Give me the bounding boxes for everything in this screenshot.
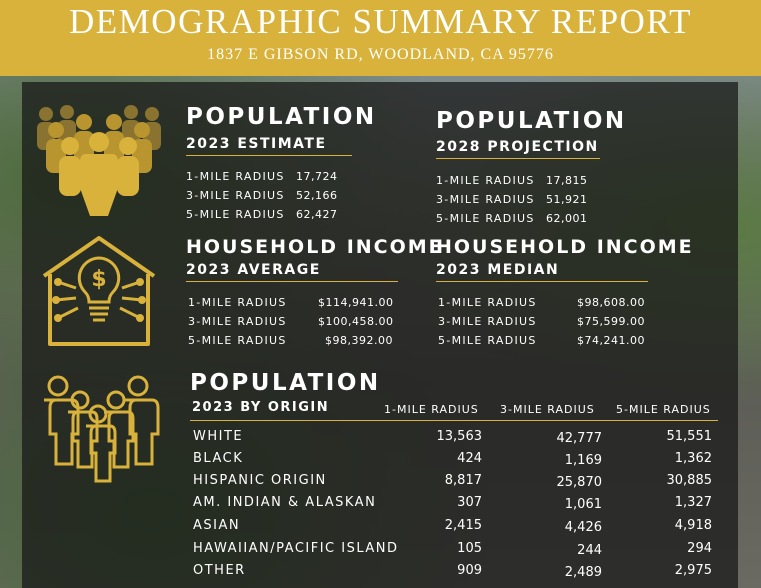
hh-med-title: HOUSEHOLD INCOME [436,236,694,258]
property-address: 1837 E GIBSON RD, WOODLAND, CA 95776 [207,46,554,63]
origin-row-label: HAWAIIAN/PACIFIC ISLAND [193,541,399,556]
family-group-icon [44,375,160,483]
origin-cell: 424 [457,451,482,466]
origin-cell: 244 [577,543,602,558]
hh-med-row-value: $75,599.00 [577,315,645,328]
origin-cell: 294 [687,541,712,556]
header-banner: DEMOGRAPHIC SUMMARY REPORT 1837 E GIBSON… [0,0,761,76]
divider [436,281,648,282]
origin-cell: 30,885 [666,473,713,488]
divider [190,420,718,421]
hh-avg-title: HOUSEHOLD INCOME [186,236,444,258]
pop2023-row-value: 52,166 [296,189,338,202]
origin-cell: 51,551 [666,429,713,444]
origin-cell: 4,426 [564,520,602,535]
origin-cell: 4,918 [674,518,712,533]
hh-avg-row-value: $100,458.00 [318,315,394,328]
pop2028-row-label: 3-MILE RADIUS [436,193,535,206]
people-crowd-icon [37,105,161,216]
origin-cell: 909 [457,563,482,578]
divider [186,155,352,156]
pop2028-row-value: 62,001 [546,212,588,225]
svg-text:$: $ [91,267,106,292]
pop2028-subtitle: 2028 PROJECTION [436,139,599,155]
origin-cell: 1,327 [674,495,712,510]
hh-avg-row-value: $98,392.00 [325,334,393,347]
house-lightbulb-dollar-icon: $ [42,236,156,346]
origin-cell: 25,870 [556,475,603,490]
origin-cell: 13,563 [436,429,483,444]
origin-subtitle: 2023 BY ORIGIN [192,400,330,415]
hh-avg-row-value: $114,941.00 [318,296,394,309]
pop2028-title: POPULATION [436,108,627,134]
origin-row-label: ASIAN [193,518,241,533]
pop2023-row-label: 3-MILE RADIUS [186,189,285,202]
column-header: 3-MILE RADIUS [500,403,595,416]
hh-med-subtitle: 2023 MEDIAN [436,262,560,278]
origin-row-label: BLACK [193,451,244,466]
origin-row-label: OTHER [193,563,246,578]
hh-avg-row-label: 1-MILE RADIUS [188,296,287,309]
hh-med-row-label: 3-MILE RADIUS [438,315,537,328]
pop2023-title: POPULATION [186,104,377,130]
pop2023-row-label: 1-MILE RADIUS [186,170,285,183]
hh-avg-row-label: 5-MILE RADIUS [188,334,287,347]
pop2023-row-label: 5-MILE RADIUS [186,208,285,221]
report-title: DEMOGRAPHIC SUMMARY REPORT [69,2,692,41]
origin-cell: 1,061 [564,497,602,512]
divider [186,281,398,282]
column-header: 5-MILE RADIUS [616,403,711,416]
origin-cell: 2,415 [444,518,482,533]
origin-cell: 1,362 [674,451,712,466]
hh-med-row-value: $98,608.00 [577,296,645,309]
origin-row-label: HISPANIC ORIGIN [193,473,327,488]
hh-med-row-label: 1-MILE RADIUS [438,296,537,309]
pop2023-subtitle: 2023 ESTIMATE [186,136,327,152]
pop2028-row-label: 1-MILE RADIUS [436,174,535,187]
origin-cell: 307 [457,495,482,510]
origin-cell: 105 [457,541,482,556]
pop2028-row-label: 5-MILE RADIUS [436,212,535,225]
origin-row-label: AM. INDIAN & ALASKAN [193,495,377,510]
hh-avg-row-label: 3-MILE RADIUS [188,315,287,328]
origin-cell: 2,975 [674,563,712,578]
hh-med-row-value: $74,241.00 [577,334,645,347]
origin-row-label: WHITE [193,429,244,444]
pop2023-row-value: 17,724 [296,170,338,183]
pop2023-row-value: 62,427 [296,208,338,221]
column-header: 1-MILE RADIUS [384,403,479,416]
divider [436,158,600,159]
origin-cell: 8,817 [444,473,482,488]
origin-cell: 1,169 [564,453,602,468]
origin-title: POPULATION [190,370,381,396]
pop2028-row-value: 17,815 [546,174,588,187]
hh-med-row-label: 5-MILE RADIUS [438,334,537,347]
pop2028-row-value: 51,921 [546,193,588,206]
hh-avg-subtitle: 2023 AVERAGE [186,262,321,278]
origin-cell: 42,777 [556,431,603,446]
origin-cell: 2,489 [564,565,602,580]
